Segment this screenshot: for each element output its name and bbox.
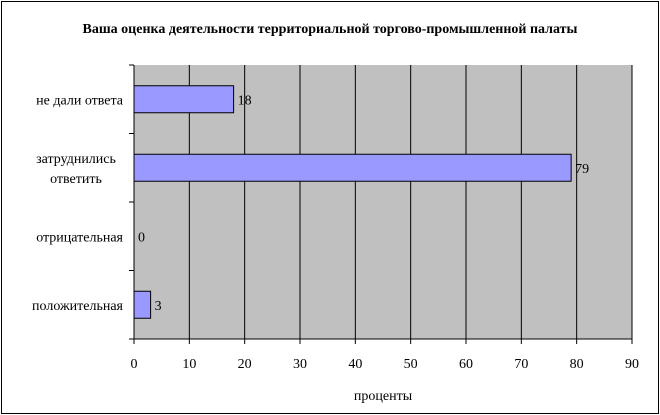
x-tick-label: 20 bbox=[238, 357, 252, 372]
x-tick-label: 30 bbox=[293, 357, 307, 372]
x-tick-label: 50 bbox=[404, 357, 418, 372]
bar bbox=[133, 153, 572, 182]
y-tick-label: не дали ответа bbox=[36, 93, 124, 108]
data-label: 0 bbox=[138, 230, 145, 245]
x-tick-label: 70 bbox=[514, 357, 528, 372]
data-label: 3 bbox=[155, 299, 162, 314]
bar bbox=[133, 290, 152, 319]
y-tick-label: ответить bbox=[50, 172, 102, 187]
x-tick-label: 90 bbox=[625, 357, 639, 372]
y-tick-label: положительная bbox=[32, 299, 124, 314]
chart-title: Ваша оценка деятельности территориальной… bbox=[82, 22, 578, 37]
y-tick-label: отрицательная bbox=[36, 230, 123, 245]
y-tick-label: затруднились bbox=[36, 152, 116, 167]
data-label: 79 bbox=[575, 162, 589, 177]
x-tick-label: 10 bbox=[182, 357, 196, 372]
x-tick-label: 0 bbox=[131, 357, 138, 372]
x-tick-label: 40 bbox=[348, 357, 362, 372]
data-label: 18 bbox=[238, 93, 252, 108]
x-tick-label: 80 bbox=[570, 357, 584, 372]
x-axis-title: проценты bbox=[354, 389, 413, 404]
bar bbox=[133, 85, 235, 114]
x-tick-label: 60 bbox=[459, 357, 473, 372]
